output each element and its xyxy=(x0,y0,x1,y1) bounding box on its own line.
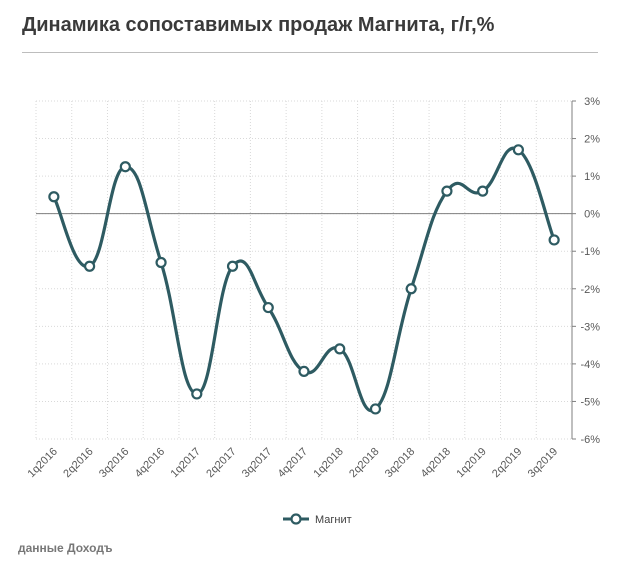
data-point xyxy=(83,260,96,272)
chart-title: Динамика сопоставимых продаж Магнита, г/… xyxy=(22,14,495,36)
y-tick-labels: 3% 2% 1% 0% -1% -2% -3% -4% -5% -6% xyxy=(580,96,600,446)
data-point xyxy=(477,185,489,197)
y-tick-label: -1% xyxy=(580,246,600,258)
x-tick-label: 4q2018 xyxy=(419,446,453,480)
data-point xyxy=(334,343,346,355)
x-tick-label: 1q2017 xyxy=(168,446,202,480)
title-divider xyxy=(22,52,598,53)
grid-lines xyxy=(35,100,573,440)
y-tick-label: -4% xyxy=(580,359,600,371)
y-tick-label: -3% xyxy=(580,321,600,333)
x-tick-label: 3q2016 xyxy=(97,446,131,480)
y-tick-label: 3% xyxy=(584,96,600,108)
x-tick-label: 2q2017 xyxy=(204,446,238,480)
data-point xyxy=(512,144,525,156)
data-point xyxy=(405,283,417,295)
x-tick-labels: 1q2016 2q2016 3q2016 4q2016 1q2017 2q2017 3q20… xyxy=(26,446,561,480)
data-point xyxy=(48,191,60,203)
x-tick-label: 3q2018 xyxy=(383,446,417,480)
x-tick-label: 1q2018 xyxy=(311,446,345,480)
series-group xyxy=(48,144,560,415)
y-tick-label: -2% xyxy=(580,284,600,296)
data-point xyxy=(119,161,131,173)
data-point xyxy=(226,260,239,272)
legend-label: Магнит xyxy=(315,514,352,526)
data-point xyxy=(369,403,382,415)
legend: Магнит xyxy=(283,513,352,526)
y-tick-label: -6% xyxy=(580,434,600,446)
axes xyxy=(36,100,576,440)
data-point xyxy=(298,365,310,377)
x-tick-label: 4q2016 xyxy=(133,446,167,480)
y-tick-label: -5% xyxy=(580,396,600,408)
series-line-magnit xyxy=(52,146,556,413)
x-tick-label: 4q2017 xyxy=(276,446,310,480)
x-tick-label: 2q2019 xyxy=(490,446,524,480)
y-tick-label: 2% xyxy=(584,134,600,146)
x-tick-label: 1q2016 xyxy=(26,446,60,480)
data-point xyxy=(262,301,274,314)
x-tick-label: 2q2016 xyxy=(61,446,95,480)
source-note: данные Доходъ xyxy=(18,541,113,555)
x-tick-label: 3q2017 xyxy=(240,446,274,480)
x-tick-label: 3q2019 xyxy=(526,446,560,480)
data-point xyxy=(441,185,453,197)
data-point xyxy=(548,234,560,246)
x-tick-label: 2q2018 xyxy=(347,446,381,480)
data-point xyxy=(191,388,203,400)
y-tick-label: 0% xyxy=(584,209,600,221)
x-tick-label: 1q2019 xyxy=(454,446,488,480)
data-point xyxy=(155,256,167,269)
y-tick-label: 1% xyxy=(584,171,600,183)
legend-marker xyxy=(290,513,302,525)
